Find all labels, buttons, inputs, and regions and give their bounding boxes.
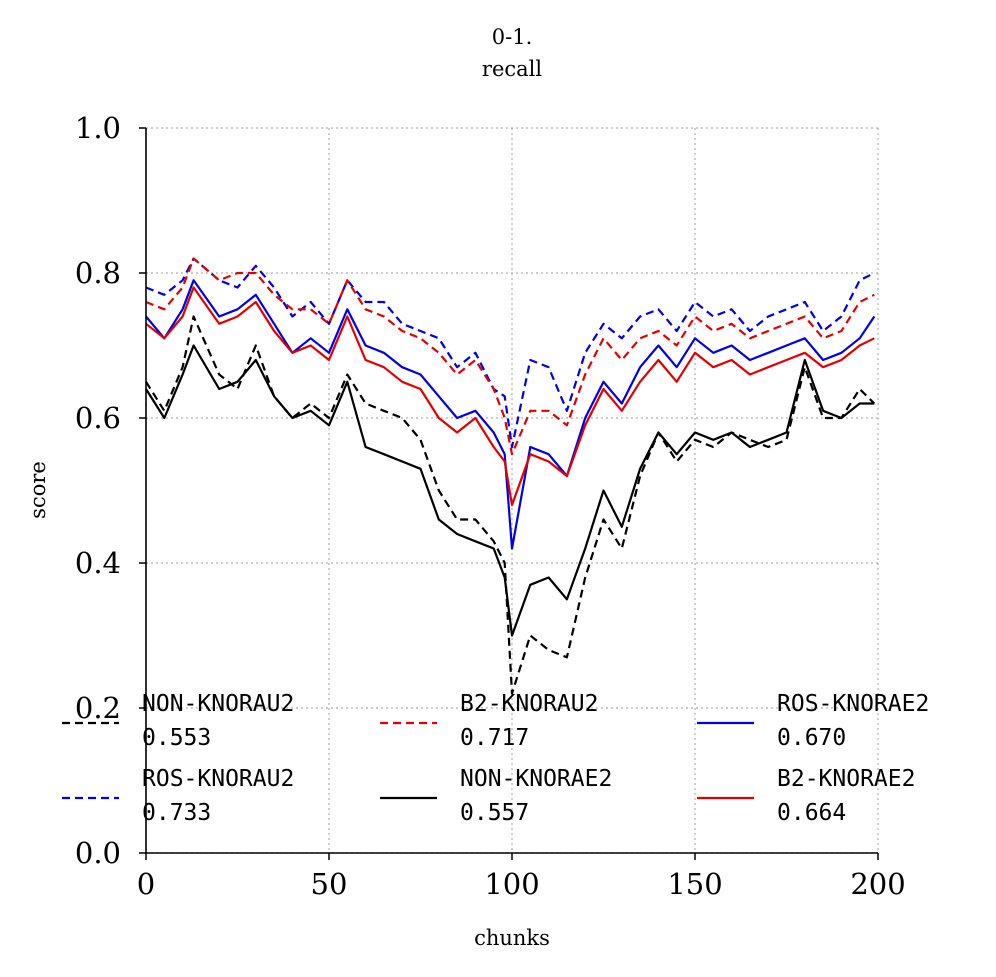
y-tick-label: 0.4 [75, 546, 121, 580]
y-tick-label: 0.0 [75, 836, 121, 870]
legend-label: ROS-KNORAU2 [142, 766, 294, 792]
x-tick-label: 150 [667, 867, 722, 901]
legend-score: 0.664 [777, 800, 846, 826]
legend: NON-KNORAU2 0.553 ROS-KNORAU2 0.733 B2-KNORA… [62, 691, 929, 826]
series-line-b2-knorae2 [145, 286, 875, 507]
legend-score: 0.557 [460, 800, 529, 826]
y-tick-label: 0.6 [75, 401, 121, 435]
legend-score: 0.717 [460, 725, 529, 751]
y-tick-label: 1.0 [75, 111, 121, 145]
legend-label: ROS-KNORAE2 [777, 691, 929, 717]
series-lines [145, 257, 876, 695]
x-axis-label: chunks [474, 926, 550, 950]
legend-label: NON-KNORAU2 [142, 691, 294, 717]
series-line-non-knorau2 [145, 315, 876, 695]
chart-title-line-1: 0-1. [492, 25, 533, 49]
y-tick-label: 0.2 [75, 691, 121, 725]
chart-title-line-2: recall [482, 57, 542, 81]
legend-score: 0.553 [142, 725, 211, 751]
x-tick-label: 100 [484, 867, 539, 901]
legend-label: B2-KNORAU2 [460, 691, 598, 717]
x-tick-label: 0 [137, 867, 155, 901]
legend-label: B2-KNORAE2 [777, 766, 915, 792]
series-line-non-knorae2 [145, 344, 875, 637]
series-line-b2-knorau2 [145, 257, 875, 456]
legend-score: 0.670 [777, 725, 846, 751]
ticks: 0 50 100 150 200 0.0 0.2 0.4 0.6 0.8 1.0 [75, 111, 906, 901]
legend-score: 0.733 [142, 800, 211, 826]
x-tick-label: 200 [850, 867, 905, 901]
series-line-ros-knorae2 [145, 279, 876, 550]
y-tick-label: 0.8 [75, 256, 121, 290]
x-tick-label: 50 [311, 867, 348, 901]
y-axis-label: score [26, 461, 50, 519]
legend-label: NON-KNORAE2 [460, 766, 612, 792]
series-line-ros-knorau2 [145, 257, 875, 449]
